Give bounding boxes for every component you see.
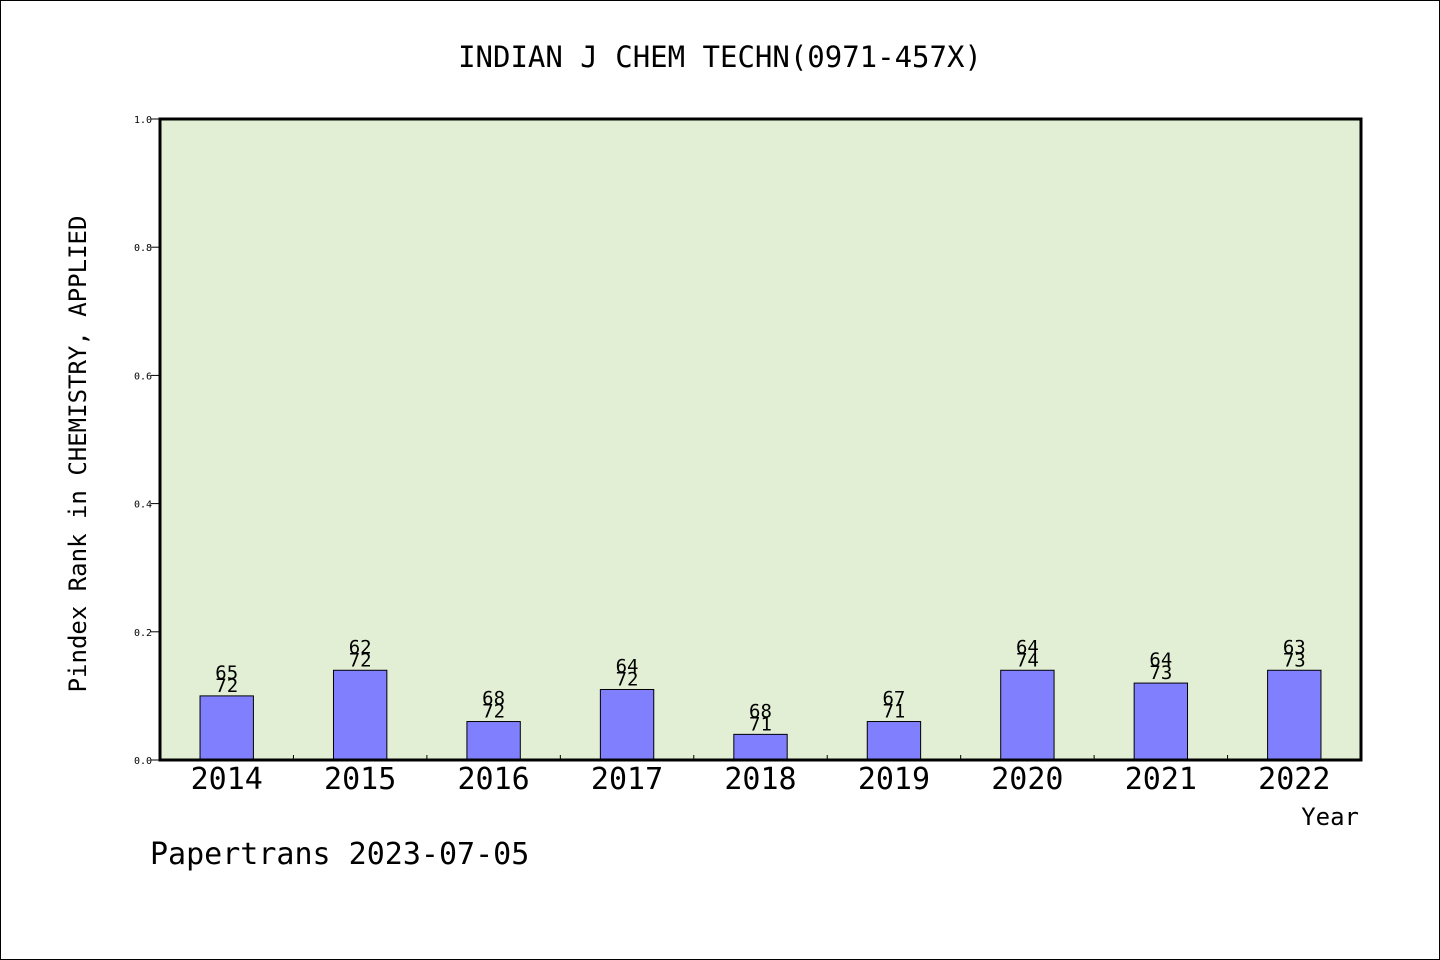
bar-rank-label: 62 — [349, 636, 372, 658]
y-tick-label: 0.6 — [134, 371, 152, 382]
y-tick-label: 0.2 — [134, 628, 152, 639]
bar-total-label: 72 — [215, 675, 238, 697]
plot-border — [158, 117, 1363, 762]
bar-rank-label: 63 — [1283, 636, 1306, 658]
bar-rank-label: 64 — [616, 655, 639, 677]
x-tick-label: 2018 — [724, 762, 796, 797]
x-tick-label: 2014 — [191, 762, 263, 797]
bar-total-label: 74 — [1016, 649, 1039, 671]
x-tick-label: 2016 — [457, 762, 529, 797]
plot-area — [158, 117, 1363, 762]
bar-total-label: 72 — [482, 701, 505, 723]
bar-total-label: 71 — [882, 701, 905, 723]
bar-total-label: 71 — [749, 713, 772, 735]
bar-total-label: 73 — [1283, 649, 1306, 671]
x-tick-label: 2021 — [1125, 762, 1197, 797]
y-tick-label: 0.0 — [134, 756, 152, 767]
x-tick-label: 2017 — [591, 762, 663, 797]
bar-total-label: 72 — [616, 668, 639, 690]
bar-rank-label: 64 — [1149, 649, 1172, 671]
bar-rank-label: 64 — [1016, 636, 1039, 658]
y-tick-label: 0.4 — [134, 500, 152, 511]
bar-2019 — [866, 721, 922, 761]
bar-rank-label: 65 — [215, 662, 238, 684]
x-axis-label: Year — [1301, 803, 1359, 831]
y-tick-label: 1.0 — [134, 115, 152, 126]
bar-total-label: 73 — [1149, 662, 1172, 684]
x-tick-label: 2019 — [858, 762, 930, 797]
x-tick-label: 2020 — [991, 762, 1063, 797]
bar-rank-label: 68 — [482, 688, 505, 710]
chart-title: INDIAN J CHEM TECHN(0971-457X) — [458, 40, 982, 74]
bar-total-label: 72 — [349, 649, 372, 671]
bars — [199, 669, 1322, 761]
bar-2021 — [1133, 682, 1189, 761]
bar-2015 — [332, 669, 388, 761]
bar-rank-label: 67 — [882, 688, 905, 710]
y-axis-ticks: 0.0 0.2 0.4 0.6 0.8 1.0 — [134, 115, 160, 767]
y-axis-label: Pindex Rank in CHEMISTRY, APPLIED — [64, 216, 92, 693]
y-tick-label: 0.8 — [134, 243, 152, 254]
bar-rank-label: 68 — [749, 700, 772, 722]
bar-2016 — [466, 721, 521, 761]
bar-2014 — [199, 695, 254, 761]
bar-2018 — [733, 733, 788, 761]
x-tick-label: 2015 — [324, 762, 396, 797]
bar-2017 — [599, 688, 655, 761]
footer-credit: Papertrans 2023-07-05 — [150, 837, 529, 872]
x-tick-label: 2022 — [1258, 762, 1330, 797]
bar-2022 — [1267, 669, 1322, 761]
x-axis-ticks: 2014 2015 2016 2017 2018 2019 2020 2021 2022 — [191, 755, 1330, 797]
bar-2020 — [1000, 669, 1055, 761]
